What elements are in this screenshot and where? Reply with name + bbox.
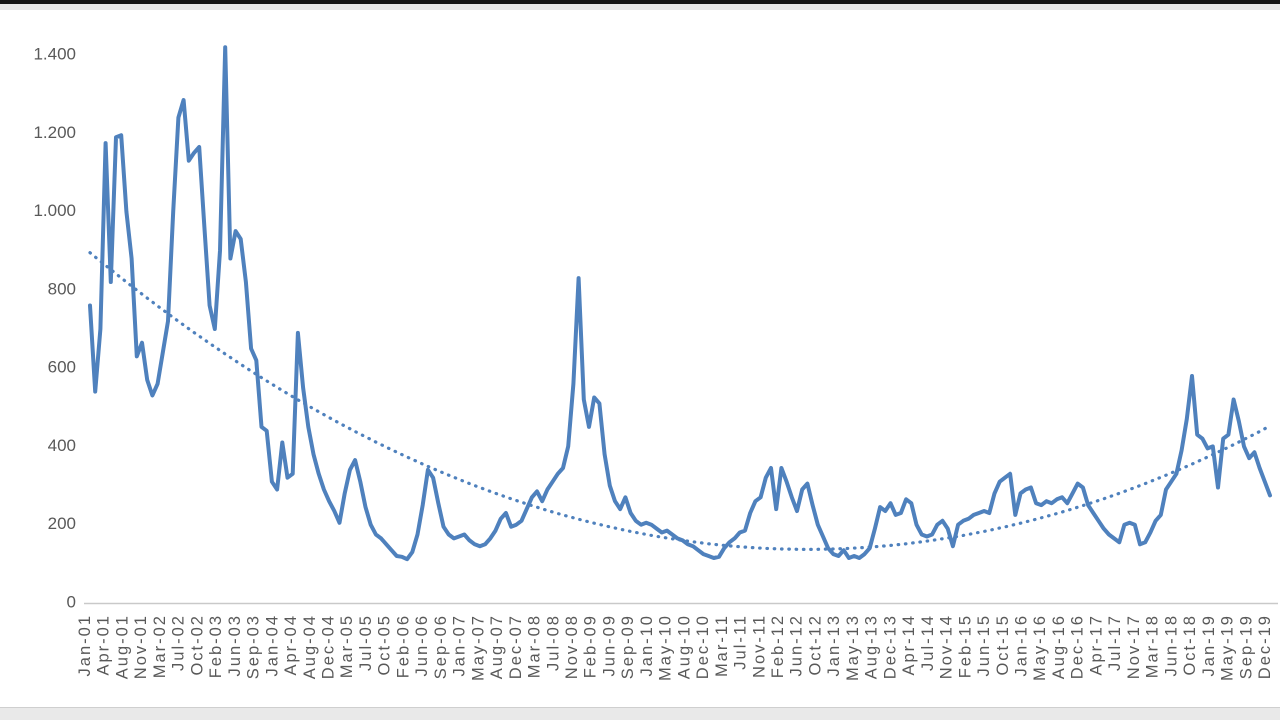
x-tick-label: Jan-16 (1013, 614, 1031, 676)
x-tick-label: Dec-13 (881, 614, 899, 679)
x-tick-label: Jul-05 (357, 614, 375, 671)
x-tick-label: Jan-10 (638, 614, 656, 676)
x-tick-label: Feb-15 (956, 614, 974, 678)
x-tick-label: Oct-15 (994, 614, 1012, 676)
x-tick-label: Dec-10 (694, 614, 712, 679)
x-tick-label: Jun-03 (226, 614, 244, 676)
x-tick-label: Dec-16 (1069, 614, 1087, 679)
y-tick-label: 800 (48, 279, 76, 298)
x-tick-label: Jan-04 (263, 614, 281, 676)
x-tick-label: Jun-09 (600, 614, 618, 676)
x-tick-label: Nov-11 (750, 614, 768, 678)
x-tick-label: Nov-01 (132, 614, 150, 679)
y-tick-label: 200 (48, 514, 76, 533)
x-tick-label: Jul-02 (170, 614, 188, 671)
x-tick-label: Oct-05 (376, 614, 394, 676)
x-tick-label: Jul-17 (1106, 614, 1124, 671)
x-tick-label: Sep-06 (432, 614, 450, 679)
x-tick-label: Jun-06 (413, 614, 431, 676)
x-tick-label: Aug-10 (675, 614, 693, 679)
x-tick-label: Jun-12 (788, 614, 806, 676)
x-tick-label: Feb-12 (769, 614, 787, 678)
x-tick-label: Jan-19 (1200, 614, 1218, 676)
x-tick-label: Mar-05 (338, 614, 356, 678)
x-tick-label: Aug-16 (1050, 614, 1068, 679)
x-tick-label: Nov-17 (1125, 614, 1143, 679)
x-tick-label: May-16 (1031, 614, 1049, 681)
trend-line (88, 251, 1272, 551)
x-tick-label: Mar-02 (151, 614, 169, 678)
x-tick-label: Feb-03 (207, 614, 225, 678)
x-tick-label: Aug-13 (863, 614, 881, 679)
x-tick-label: Jul-11 (732, 614, 750, 670)
x-tick-label: Dec-19 (1256, 614, 1274, 679)
x-tick-label: Oct-12 (806, 614, 824, 676)
x-tick-label: Feb-06 (394, 614, 412, 678)
x-tick-label: Aug-07 (488, 614, 506, 679)
x-tick-label: Jan-07 (451, 614, 469, 676)
data-line (88, 45, 1272, 562)
x-tick-label: Oct-02 (188, 614, 206, 676)
x-tick-label: Dec-04 (319, 614, 337, 679)
x-tick-label: Aug-04 (301, 614, 319, 679)
y-tick-label: 0 (67, 592, 76, 611)
x-tick-label: Oct-18 (1181, 614, 1199, 676)
bottom-frame-strip (0, 707, 1280, 720)
x-tick-label: Jul-14 (919, 614, 937, 671)
x-tick-label: Aug-01 (113, 614, 131, 679)
x-tick-label: May-13 (844, 614, 862, 681)
x-tick-label: Sep-03 (245, 614, 263, 679)
x-tick-label: Jul-08 (544, 614, 562, 671)
y-tick-label: 1.400 (33, 44, 76, 63)
x-tick-label: Sep-09 (619, 614, 637, 679)
x-tick-label: Jun-18 (1162, 614, 1180, 676)
y-tick-label: 600 (48, 358, 76, 377)
x-tick-label: Mar-18 (1144, 614, 1162, 678)
x-tick-label: Mar-08 (526, 614, 544, 678)
x-tick-label: Jan-01 (76, 614, 94, 676)
x-tick-label: Apr-01 (95, 614, 113, 676)
x-tick-label: Mar-11 (713, 614, 731, 677)
x-tick-label: Feb-09 (582, 614, 600, 678)
y-tick-label: 1.000 (33, 201, 76, 220)
x-tick-label: Jun-15 (975, 614, 993, 676)
top-border-bar (0, 0, 1280, 4)
x-tick-label: Apr-04 (282, 614, 300, 676)
top-frame-strip (0, 4, 1280, 10)
y-tick-label: 1.200 (33, 123, 76, 142)
x-tick-label: May-10 (657, 614, 675, 681)
x-tick-label: Sep-19 (1237, 614, 1255, 679)
x-tick-label: Dec-07 (507, 614, 525, 679)
x-tick-label: Nov-08 (563, 614, 581, 679)
x-tick-label: Jan-13 (825, 614, 843, 676)
x-tick-label: May-07 (469, 614, 487, 681)
x-tick-label: Apr-14 (900, 614, 918, 676)
y-tick-label: 400 (48, 436, 76, 455)
x-tick-label: May-19 (1219, 614, 1237, 681)
x-tick-label: Apr-17 (1087, 614, 1105, 676)
x-tick-label: Nov-14 (938, 614, 956, 679)
